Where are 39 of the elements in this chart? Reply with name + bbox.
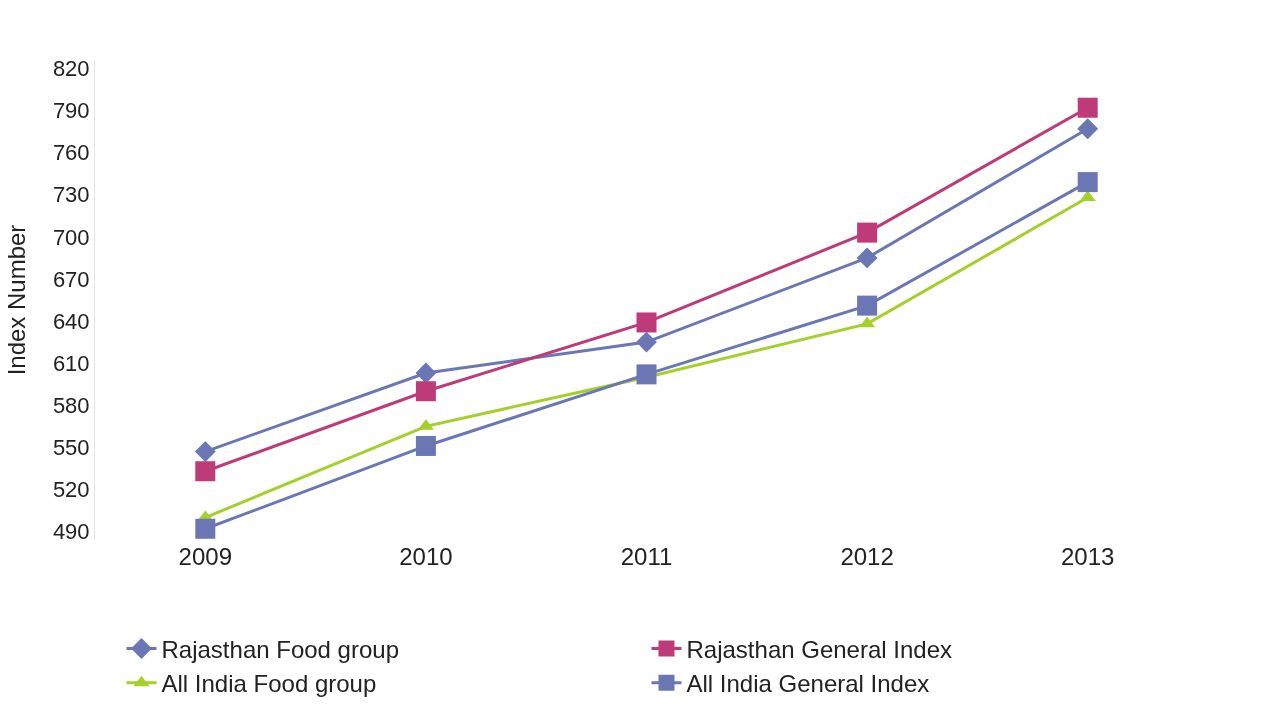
y-tick-label: 520 — [52, 477, 90, 503]
point — [415, 362, 437, 384]
y-tick-label: 670 — [52, 266, 90, 292]
point — [636, 312, 657, 333]
point — [1077, 97, 1098, 118]
y-tick-label: 820 — [52, 56, 90, 82]
y-tick-label: 640 — [52, 308, 90, 334]
y-tick-label: 790 — [52, 98, 90, 124]
point — [1077, 118, 1099, 140]
legend-label: Rajasthan Food group — [161, 635, 399, 663]
y-tick-label: 730 — [52, 182, 90, 208]
legend-label: All India General Index — [686, 670, 930, 698]
point — [415, 381, 436, 402]
point — [857, 222, 878, 243]
legend-label: Rajasthan General Index — [686, 635, 952, 663]
y-axis-title: Index Number — [2, 224, 30, 376]
point — [1077, 172, 1098, 193]
point — [856, 247, 878, 269]
y-tick-label: 760 — [52, 140, 90, 166]
point — [636, 331, 657, 353]
y-tick-label: 610 — [52, 350, 90, 376]
point — [1079, 190, 1096, 202]
point — [195, 461, 216, 482]
legend-label: All India Food group — [161, 670, 377, 698]
y-tick-label: 580 — [52, 392, 90, 418]
y-tick-label: 490 — [52, 519, 90, 545]
x-tick-label: 2012 — [840, 543, 894, 570]
x-tick-label: 2011 — [620, 543, 673, 570]
x-tick-label: 2010 — [399, 543, 453, 570]
x-tick-label: 2013 — [1061, 543, 1115, 570]
y-tick-label: 550 — [52, 435, 90, 461]
point — [857, 295, 878, 316]
point — [194, 441, 216, 462]
x-tick-label: 2009 — [178, 543, 232, 570]
point — [195, 518, 216, 539]
y-tick-label: 700 — [52, 224, 90, 250]
point — [415, 435, 436, 456]
point — [636, 364, 657, 385]
point — [859, 316, 876, 328]
